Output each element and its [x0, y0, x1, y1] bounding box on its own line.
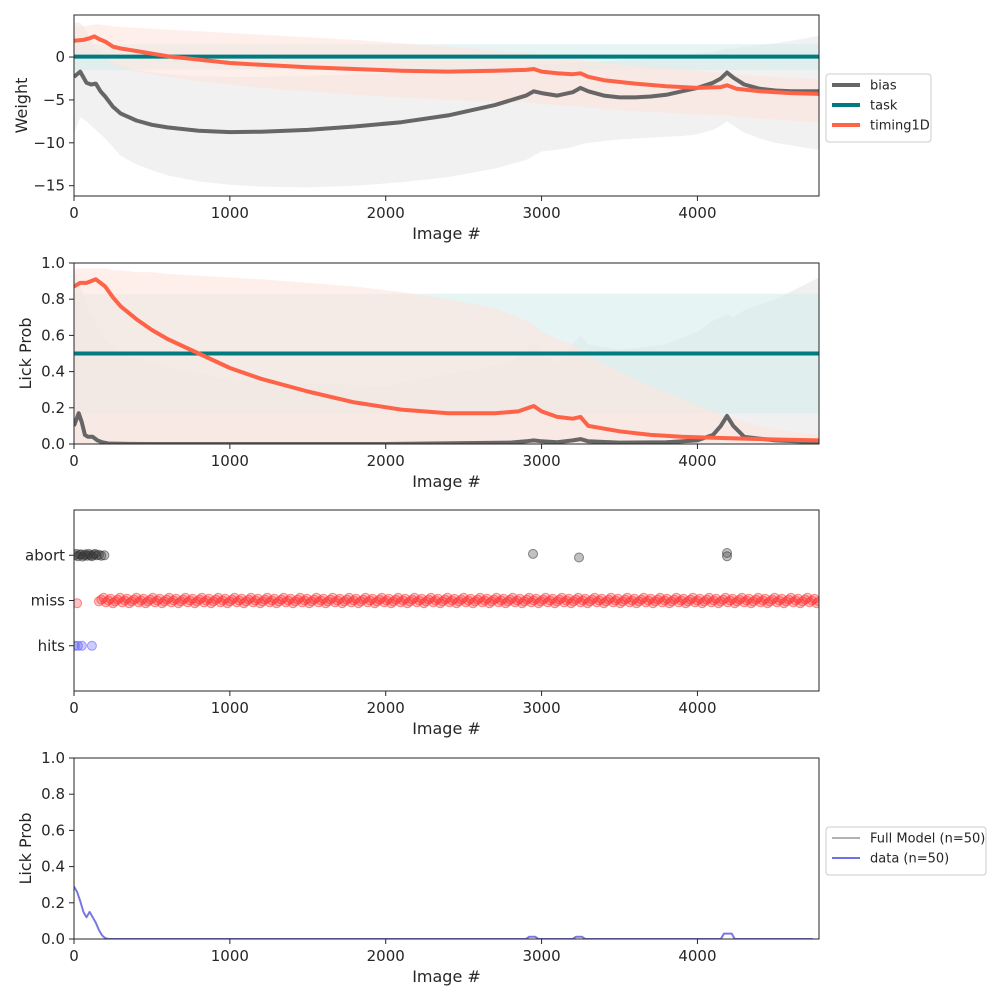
point-abort — [528, 548, 538, 559]
chart-panel-3: 0 1000 2000 3000 4000 hits miss abort Image # — [25, 509, 820, 738]
y-tick-label: 0.2 — [41, 894, 65, 912]
point-abort — [722, 548, 732, 558]
point-abort — [99, 550, 110, 561]
legend: bias task timing1D — [825, 73, 932, 143]
x-tick-label: 4000 — [678, 204, 716, 222]
y-tick-label: −15 — [33, 177, 65, 195]
y-tick-label: 0.8 — [41, 290, 65, 308]
point-miss — [74, 598, 83, 609]
legend-label: timing1D — [870, 119, 930, 134]
plot-area — [74, 268, 819, 444]
x-tick-label: 3000 — [522, 947, 560, 965]
legend-label: data (n=50) — [870, 852, 949, 867]
x-tick-label: 0 — [69, 699, 79, 717]
plot-area — [74, 22, 819, 188]
series-line-bias — [74, 69, 819, 135]
y-tick-label: 0.0 — [41, 930, 65, 948]
point-hits — [76, 640, 87, 651]
series-line-full-model-n-50- — [74, 886, 813, 939]
x-tick-label: 0 — [69, 204, 79, 222]
y-tick-label: −10 — [33, 134, 65, 152]
band-timing1d — [74, 268, 819, 444]
point-abort — [96, 550, 107, 561]
x-tick-label: 1000 — [211, 204, 249, 222]
x-tick-label: 0 — [69, 452, 79, 470]
series-line-bias — [74, 411, 819, 444]
axes-frame — [73, 757, 820, 940]
x-tick-label: 0 — [69, 947, 79, 965]
x-tick-label: 2000 — [367, 699, 405, 717]
y-tick-label: 1.0 — [41, 749, 65, 767]
axes-frame — [73, 14, 820, 197]
y-tick-label: 0.8 — [41, 785, 65, 803]
y-tick-label: 0.0 — [41, 435, 65, 453]
series-line-timing1d — [74, 34, 819, 96]
x-tick-label: 3000 — [522, 699, 560, 717]
y-tick-label: −5 — [43, 91, 65, 109]
y-tick-label: miss — [31, 592, 66, 610]
chart-panel-4: 0 1000 2000 3000 4000 0.0 0.2 0.4 0.6 0.8 1.0 Image… — [16, 749, 987, 986]
y-axis-label: Lick Prob — [16, 812, 35, 884]
series-line-timing1d — [74, 277, 819, 443]
x-axis-label: Image # — [412, 719, 481, 738]
x-axis-label: Image # — [412, 967, 481, 986]
x-tick-label: 4000 — [678, 699, 716, 717]
point-miss — [814, 596, 819, 607]
x-tick-label: 4000 — [678, 947, 716, 965]
x-tick-label: 1000 — [211, 699, 249, 717]
x-axis-label: Image # — [412, 224, 481, 243]
y-tick-label: 1.0 — [41, 254, 65, 272]
x-tick-label: 3000 — [522, 452, 560, 470]
plot-area — [74, 886, 813, 939]
y-tick-label: 0.2 — [41, 399, 65, 417]
legend: Full Model (n=50) data (n=50) — [825, 826, 987, 876]
y-axis-label: Weight — [12, 78, 31, 134]
point-hits — [86, 640, 97, 651]
y-tick-label: abort — [25, 546, 65, 564]
x-tick-label: 1000 — [211, 452, 249, 470]
x-tick-label: 2000 — [367, 452, 405, 470]
chart-panel-2: 0 1000 2000 3000 4000 0.0 0.2 0.4 0.6 0.8 1.0 Image… — [16, 254, 820, 491]
chart-panel-1: 0 1000 2000 3000 4000 0 −5 −10 −15 Image # Weight b… — [12, 14, 932, 243]
y-tick-label: 0.6 — [41, 821, 65, 839]
y-tick-label: hits — [38, 637, 66, 655]
y-tick-label: 0.4 — [41, 858, 65, 876]
x-tick-label: 4000 — [678, 452, 716, 470]
axes-frame — [73, 262, 820, 445]
point-abort — [722, 551, 732, 562]
x-tick-label: 3000 — [522, 204, 560, 222]
x-axis-label: Image # — [412, 472, 481, 491]
y-tick-label: 0 — [55, 48, 65, 66]
y-tick-label: 0.6 — [41, 326, 65, 344]
legend-label: bias — [870, 79, 897, 94]
point-hits — [74, 640, 83, 651]
point-abort — [574, 552, 584, 563]
series-line-data-n-50- — [74, 886, 813, 939]
y-axis-label: Lick Prob — [16, 317, 35, 389]
legend-label: Full Model (n=50) — [870, 832, 985, 847]
x-tick-label: 2000 — [367, 204, 405, 222]
legend-box — [825, 826, 987, 876]
x-tick-label: 2000 — [367, 947, 405, 965]
x-tick-label: 1000 — [211, 947, 249, 965]
legend-label: task — [870, 99, 898, 114]
y-tick-label: 0.4 — [41, 363, 65, 381]
plot-area — [74, 548, 819, 651]
